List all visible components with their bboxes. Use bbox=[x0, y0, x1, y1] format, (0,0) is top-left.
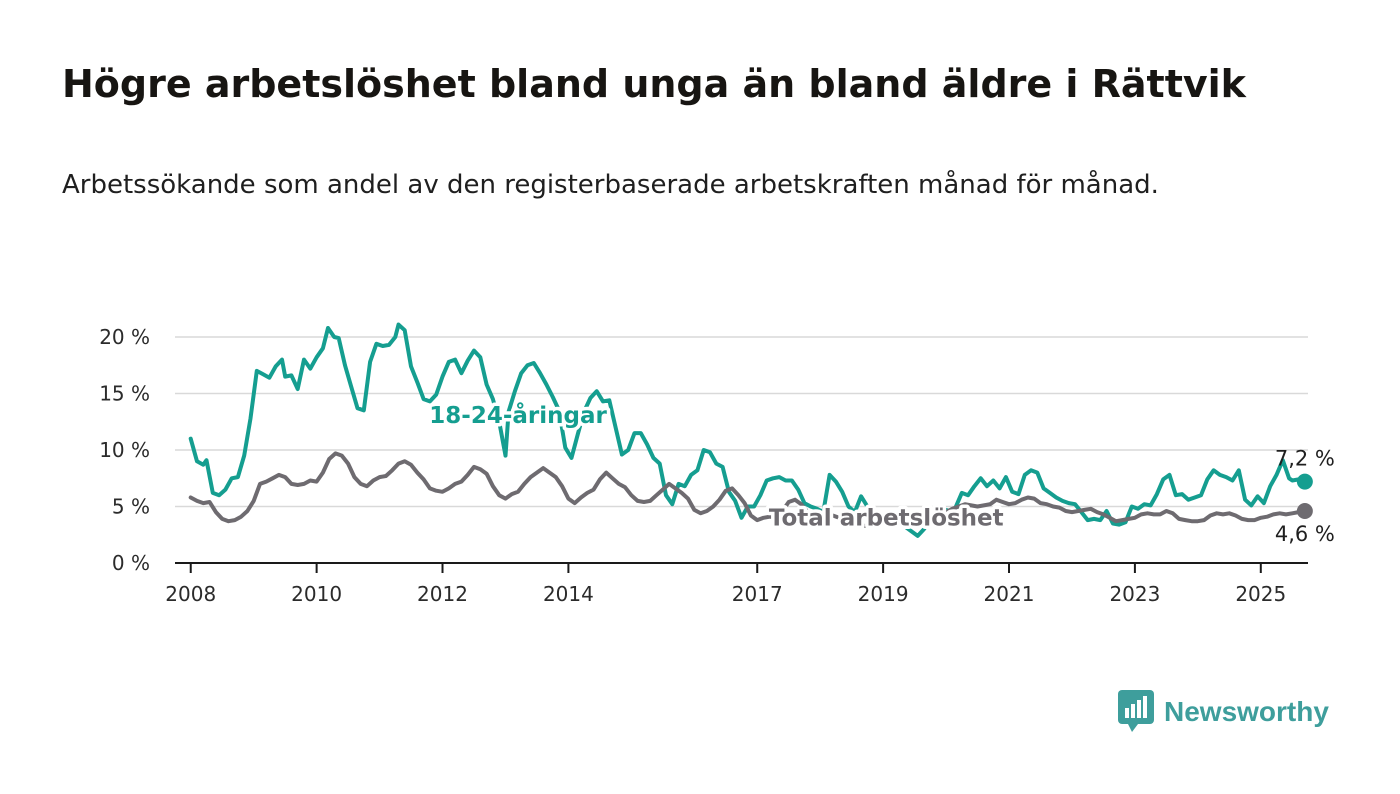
y-tick-label: 5 % bbox=[112, 495, 150, 519]
end-label-total: 4,6 % bbox=[1275, 522, 1335, 546]
x-tick-label: 2014 bbox=[543, 582, 594, 606]
series-label-total: Total arbetslöshet bbox=[769, 506, 1004, 532]
brand-logo[interactable]: Newsworthy bbox=[1118, 690, 1329, 734]
brand-name: Newsworthy bbox=[1164, 696, 1329, 727]
series-labels: 18-24-åringar Total arbetslöshet 7,2 % 4,6 … bbox=[426, 398, 1335, 546]
x-tick-label: 2025 bbox=[1235, 582, 1286, 606]
y-tick-label: 10 % bbox=[99, 438, 150, 462]
series-line-total bbox=[188, 451, 1307, 528]
end-point-total bbox=[1296, 503, 1313, 520]
y-tick-label: 15 % bbox=[99, 382, 150, 406]
x-axis: 2008 2010 2012 2014 2017 2019 2021 2023 2025 bbox=[165, 562, 1308, 606]
newsworthy-logo-icon bbox=[1118, 690, 1154, 732]
series-line-youth bbox=[188, 322, 1307, 538]
series-label-youth: 18-24-åringar bbox=[429, 402, 607, 429]
x-tick-label: 2023 bbox=[1109, 582, 1160, 606]
y-tick-label: 0 % bbox=[112, 551, 150, 575]
x-tick-label: 2019 bbox=[858, 582, 909, 606]
x-tick-label: 2017 bbox=[732, 582, 783, 606]
y-tick-label: 20 % bbox=[99, 325, 150, 349]
gridlines bbox=[175, 336, 1308, 508]
x-tick-label: 2008 bbox=[165, 582, 216, 606]
y-axis-labels: 0 % 5 % 10 % 15 % 20 % bbox=[99, 325, 150, 575]
end-point-youth bbox=[1296, 473, 1313, 490]
chart-subtitle: Arbetssökande som andel av den registerb… bbox=[62, 170, 1159, 200]
x-tick-label: 2010 bbox=[291, 582, 342, 606]
chart-title: Högre arbetslöshet bland unga än bland ä… bbox=[62, 62, 1246, 106]
x-tick-label: 2012 bbox=[417, 582, 468, 606]
x-tick-label: 2021 bbox=[984, 582, 1035, 606]
end-label-youth: 7,2 % bbox=[1275, 447, 1335, 471]
series-lines bbox=[188, 322, 1313, 538]
